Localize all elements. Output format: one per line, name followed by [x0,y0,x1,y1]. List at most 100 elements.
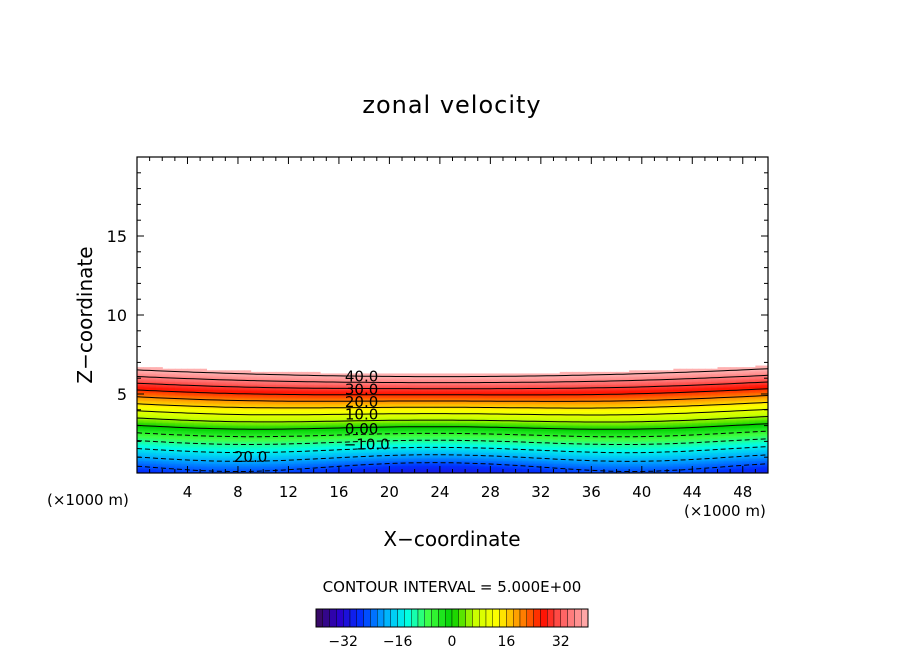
field-cell [471,471,479,473]
field-cell [313,401,321,405]
field-cell [288,446,296,449]
field-cell [250,460,258,463]
field-cell [162,395,170,398]
field-cell [149,430,157,433]
field-cell [370,469,378,473]
field-cell [458,427,466,430]
field-cell [181,452,189,455]
field-cell [427,397,435,400]
field-cell [338,439,346,442]
field-cell [244,405,252,408]
field-cell [616,401,624,405]
field-cell [345,379,353,382]
field-cell [585,427,592,430]
field-cell [572,457,580,460]
field-cell [256,468,264,471]
field-cell [307,376,315,379]
field-cell [446,458,454,461]
field-cell [496,403,504,406]
field-cell [181,454,189,457]
field-cell [540,386,548,389]
field-cell [496,425,504,428]
field-cell [219,469,226,473]
field-cell [193,401,201,405]
field-cell [294,390,302,394]
field-cell [181,408,189,411]
field-cell [490,424,498,427]
field-cell [383,395,390,398]
field-cell [244,417,252,420]
field-cell [364,449,372,452]
field-cell [149,444,157,447]
field-cell [149,406,157,409]
field-cell [313,438,321,441]
field-cell [237,455,245,458]
field-cell [174,444,182,447]
field-cell [420,397,428,400]
field-cell [237,408,245,411]
field-cell [219,417,226,420]
field-cell [200,370,208,373]
field-cell [408,411,416,414]
field-cell [149,416,157,419]
field-cell [187,411,195,414]
field-cell [200,428,208,431]
field-cell [168,389,176,392]
field-cell [458,379,466,382]
field-cell [559,371,567,375]
field-cell [534,395,542,398]
field-cell [465,433,473,436]
field-cell [591,457,599,460]
field-cell [458,414,466,417]
field-cell [332,411,340,414]
field-cell [585,460,592,463]
field-cell [370,378,378,381]
field-cell [219,376,226,379]
field-cell [200,471,208,473]
field-cell [250,390,258,394]
field-cell [237,384,245,387]
field-cell [521,466,529,469]
field-cell [313,397,321,400]
field-cell [269,438,277,441]
field-cell [383,390,390,394]
field-cell [275,438,283,441]
field-cell [509,386,517,389]
field-cell [275,457,283,460]
field-cell [420,428,428,431]
field-cell [345,435,353,438]
field-cell [597,441,605,444]
field-cell [408,427,416,430]
field-cell [225,411,233,414]
field-cell [490,442,498,446]
field-cell [294,416,302,419]
field-cell [528,463,536,466]
field-cell [357,461,365,465]
field-cell [515,373,523,376]
field-cell [414,403,422,406]
field-cell [326,376,334,379]
field-cell [471,466,479,469]
field-cell [275,411,283,414]
field-cell [313,390,321,394]
field-cell [193,446,201,449]
field-cell [484,398,491,401]
field-cell [515,458,523,461]
field-cell [269,371,277,375]
field-cell [477,461,485,465]
field-cell [269,468,277,471]
field-cell [301,425,308,428]
field-cell [174,427,182,430]
field-cell [326,446,334,449]
field-cell [383,376,390,379]
field-cell [219,394,226,397]
field-cell [446,409,454,412]
field-cell [357,416,365,419]
field-cell [458,386,466,389]
field-cell [509,430,517,433]
field-cell [395,382,403,386]
field-cell [395,416,403,419]
field-cell [370,466,378,469]
field-cell [206,375,214,378]
field-cell [578,389,586,392]
